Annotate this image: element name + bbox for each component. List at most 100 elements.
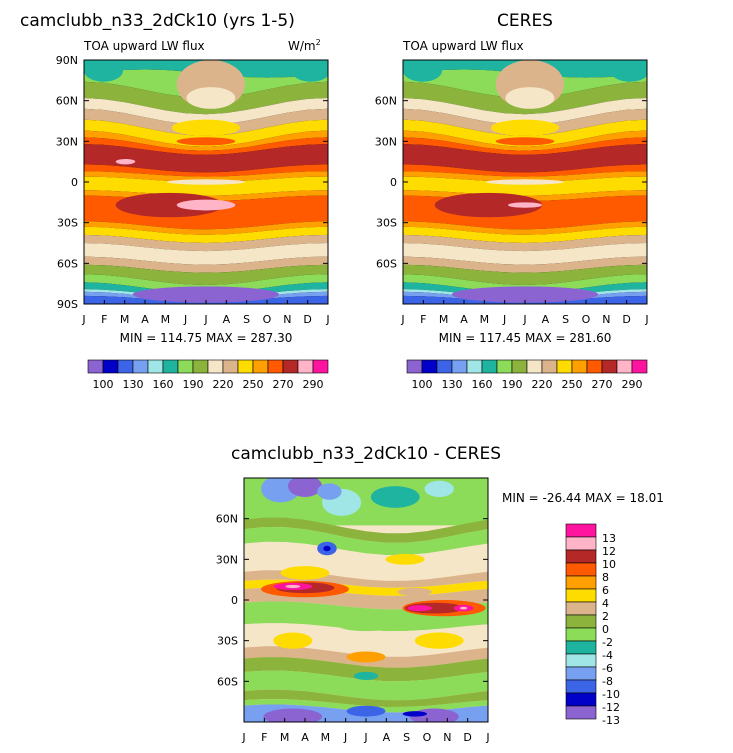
ceres-colorbar-swatch bbox=[526, 359, 543, 374]
model-band-20 bbox=[84, 264, 328, 285]
diff-ylabel: 0 bbox=[231, 594, 238, 607]
model-band-19 bbox=[84, 256, 328, 273]
ceres-band-8 bbox=[403, 137, 647, 155]
ceres-colorbar-label: 290 bbox=[622, 378, 643, 391]
diff-band-9 bbox=[244, 623, 488, 657]
diff-band-3 bbox=[244, 527, 488, 556]
model-band-16 bbox=[84, 226, 328, 243]
ceres-band-7 bbox=[403, 130, 647, 151]
model-ylabel: 0 bbox=[71, 176, 78, 189]
ceres-sh-subtropic-high bbox=[434, 192, 543, 218]
ceres-colorbar-swatch bbox=[541, 359, 558, 374]
model-colorbar-label: 100 bbox=[93, 378, 114, 391]
ceres-xlabel: J bbox=[400, 313, 404, 326]
diff-ylabel: 60N bbox=[216, 513, 238, 526]
model-colorbar-swatch bbox=[207, 359, 224, 374]
diff-eq-tan-cell bbox=[397, 587, 432, 596]
ceres-colorbar-swatch bbox=[616, 359, 633, 374]
diff-min-max: MIN = -26.44 MAX = 18.01 bbox=[502, 491, 664, 505]
model-antarctic-min bbox=[132, 286, 280, 303]
ceres-colorbar-swatch bbox=[556, 359, 573, 374]
model-band-8 bbox=[84, 137, 328, 155]
diff-xlabel: M bbox=[321, 731, 331, 744]
diff-sh-teal-spot bbox=[353, 671, 379, 680]
model-band-10 bbox=[84, 164, 328, 177]
diff-colorbar-swatch bbox=[565, 679, 597, 694]
diff-band-13 bbox=[244, 689, 488, 707]
ceres-xlabel: O bbox=[582, 313, 591, 326]
model-sh-subtropic-high bbox=[115, 192, 224, 218]
model-nh-pink-spot bbox=[115, 158, 136, 165]
ceres-colorbar-swatch bbox=[496, 359, 513, 374]
ceres-min-max: MIN = 117.45 MAX = 281.60 bbox=[439, 331, 612, 345]
diff-colorbar-label: -4 bbox=[602, 649, 613, 662]
ceres-contour-field bbox=[403, 60, 647, 304]
diff-colorbar-label: -13 bbox=[602, 714, 620, 727]
ceres-band-15 bbox=[403, 221, 647, 235]
model-xlabel: A bbox=[141, 313, 149, 326]
diff-xlabel: A bbox=[383, 731, 391, 744]
model-variable-label: TOA upward LW flux bbox=[83, 39, 205, 53]
ceres-antarctic-min bbox=[451, 286, 599, 303]
model-ylabel: 30N bbox=[56, 135, 78, 148]
ceres-band-24 bbox=[403, 291, 647, 302]
diff-colorbar-label: 2 bbox=[602, 610, 609, 623]
diff-ne-cyan-cell bbox=[424, 480, 454, 497]
ceres-arctic-summer-core bbox=[505, 87, 555, 109]
model-colorbar-swatch bbox=[282, 359, 299, 374]
diff-ylabel: 60S bbox=[217, 675, 238, 688]
model-colorbar-swatch bbox=[252, 359, 269, 374]
model-colorbar-swatch bbox=[267, 359, 284, 374]
model-xlabel: F bbox=[101, 313, 107, 326]
model-xlabel: N bbox=[283, 313, 291, 326]
diff-xlabel: J bbox=[241, 731, 245, 744]
model-colorbar-label: 160 bbox=[153, 378, 174, 391]
diff-ylabel: 30S bbox=[217, 635, 238, 648]
ceres-colorbar-swatch bbox=[511, 359, 528, 374]
model-band-17 bbox=[84, 234, 328, 252]
model-colorbar-label: 270 bbox=[273, 378, 294, 391]
diff-n-blue-cell bbox=[317, 483, 342, 500]
diff-sh-yellow-right bbox=[414, 632, 464, 649]
ceres-colorbar-swatch bbox=[586, 359, 603, 374]
ceres-colorbar-swatch bbox=[631, 359, 648, 374]
diff-xlabel: J bbox=[485, 731, 489, 744]
ceres-xlabel: D bbox=[622, 313, 630, 326]
model-ylabel: 90N bbox=[56, 54, 78, 67]
model-colorbar-swatch bbox=[222, 359, 239, 374]
diff-title: camclubb_n33_2dCk10 - CERES bbox=[231, 444, 501, 464]
ceres-band-18 bbox=[403, 243, 647, 265]
ceres-title: CERES bbox=[497, 11, 553, 31]
diff-sh-green-cell bbox=[336, 617, 396, 632]
diff-nh-yellow-cell-2 bbox=[385, 553, 425, 565]
model-colorbar-label: 130 bbox=[123, 378, 144, 391]
diff-colorbar-swatch bbox=[565, 666, 597, 681]
diff-sh-pink bbox=[459, 606, 468, 610]
model-arctic-summer-core bbox=[186, 87, 236, 109]
diff-colorbar-swatch bbox=[565, 536, 597, 551]
ceres-colorbar-label: 160 bbox=[472, 378, 493, 391]
diff-band-12 bbox=[244, 670, 488, 701]
panel-ceres: CERES TOA upward LW flux 60N 30N 0 30S 60S J… bbox=[375, 11, 649, 391]
ceres-colorbar-swatch bbox=[571, 359, 588, 374]
model-band-7 bbox=[84, 130, 328, 151]
model-contour-field bbox=[84, 60, 328, 304]
model-xlabel: J bbox=[325, 313, 329, 326]
model-colorbar-swatch bbox=[177, 359, 194, 374]
diff-xlabel: A bbox=[301, 731, 309, 744]
diff-sh-orange-cell bbox=[346, 651, 386, 663]
ceres-ylabel: 30S bbox=[376, 217, 397, 230]
ceres-band-17 bbox=[403, 234, 647, 252]
model-band-24 bbox=[84, 291, 328, 302]
ceres-ylabel: 60N bbox=[375, 95, 397, 108]
diff-antarctic-blue bbox=[346, 705, 386, 717]
diff-ne-teal-cell bbox=[370, 486, 420, 508]
diff-itcz-pink bbox=[285, 584, 301, 589]
model-band-3 bbox=[84, 81, 328, 115]
diff-xlabel: F bbox=[261, 731, 267, 744]
model-sh-subtropic-max bbox=[176, 199, 236, 211]
diff-xlabel: O bbox=[423, 731, 432, 744]
diff-colorbar-swatch bbox=[565, 588, 597, 603]
model-title: camclubb_n33_2dCk10 (yrs 1-5) bbox=[20, 11, 295, 31]
